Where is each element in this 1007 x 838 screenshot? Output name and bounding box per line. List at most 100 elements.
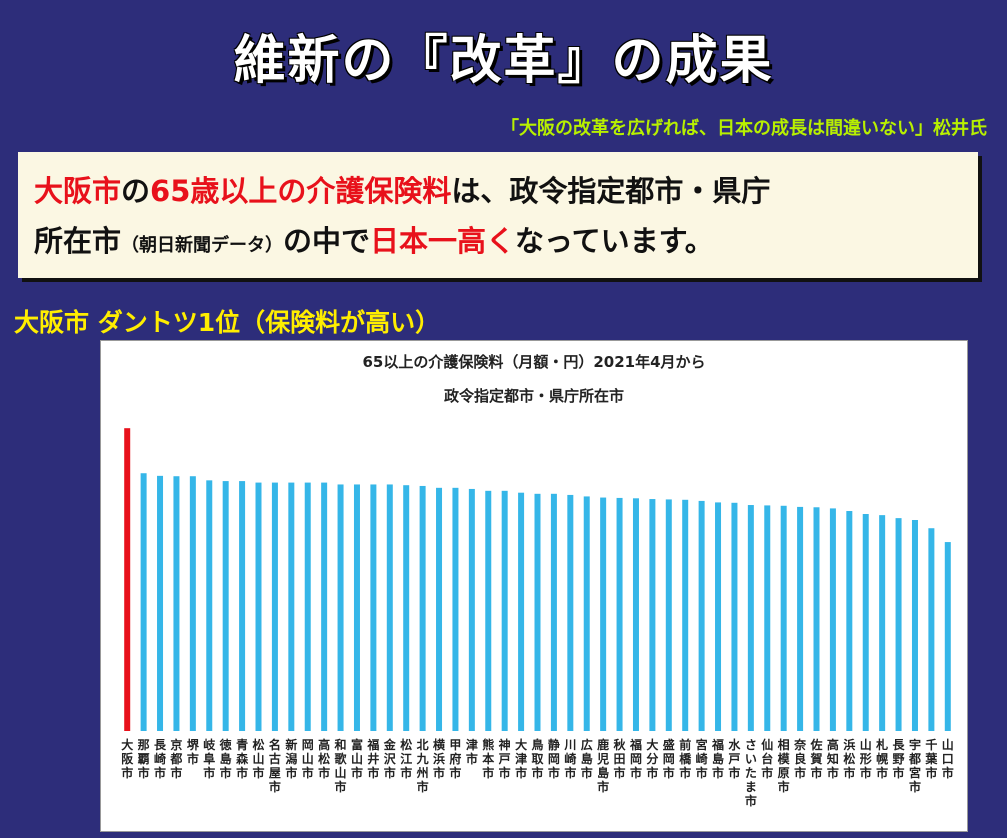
- bar: [698, 500, 705, 731]
- summary-text: の中で: [283, 224, 371, 258]
- summary-text: なっています。: [515, 224, 714, 258]
- x-tick-label: 山形市: [860, 737, 872, 780]
- x-tick-label: 川崎市: [563, 738, 576, 780]
- bar: [649, 499, 656, 731]
- summary-city: 大阪市: [34, 174, 122, 208]
- bar: [682, 499, 689, 731]
- x-tick-label: 甲府市: [449, 738, 461, 780]
- bar: [239, 481, 246, 731]
- summary-topic: 65歳以上の介護保険料: [150, 174, 452, 208]
- bar: [583, 496, 590, 731]
- x-tick-label: 名古屋市: [269, 737, 281, 794]
- x-tick-label: 富山市: [351, 737, 363, 780]
- x-tick-label: 横浜市: [433, 737, 446, 780]
- bar: [353, 484, 360, 731]
- x-tick-label: 札幌市: [875, 737, 888, 780]
- x-tick-label: 水戸市: [728, 737, 741, 780]
- x-tick-label: 新潟市: [285, 737, 297, 780]
- bar: [452, 487, 459, 731]
- quote-text: 「大阪の改革を広げれば、日本の成長は間違いない」松井氏: [501, 118, 987, 139]
- bar: [419, 485, 426, 731]
- x-tick-label: 大津市: [515, 737, 527, 780]
- bar: [747, 505, 754, 731]
- bar: [501, 490, 508, 731]
- bar: [485, 490, 492, 731]
- summary-source: （朝日新聞データ）: [121, 235, 284, 256]
- x-tick-label: 相模原市: [778, 737, 791, 794]
- summary-text: の: [121, 174, 151, 208]
- bar: [222, 481, 229, 731]
- x-tick-label: 山口市: [942, 737, 954, 780]
- bar: [518, 492, 525, 731]
- x-tick-label: 佐賀市: [809, 737, 822, 780]
- bar: [271, 482, 278, 731]
- bar: [436, 487, 443, 731]
- x-tick-label: 奈良市: [793, 737, 807, 780]
- x-tick-label: 宇都宮市: [908, 737, 921, 794]
- bar: [879, 515, 886, 731]
- bar: [632, 498, 639, 731]
- bar: [386, 484, 393, 731]
- bar: [550, 493, 557, 731]
- x-tick-label: 福島市: [711, 737, 724, 780]
- x-tick-label: 岡山市: [302, 738, 314, 780]
- bar: [370, 484, 377, 731]
- bar: [124, 428, 131, 731]
- x-tick-label: 大阪市: [121, 737, 134, 780]
- bar: [862, 514, 869, 731]
- bar: [567, 494, 574, 731]
- bar: [403, 485, 410, 731]
- x-tick-label: 松江市: [400, 737, 412, 780]
- x-tick-label: 神戸市: [499, 737, 511, 780]
- x-tick-label: 和歌山市: [334, 737, 348, 794]
- bar: [911, 519, 918, 731]
- bar: [846, 511, 853, 731]
- bar: [288, 482, 295, 731]
- x-tick-label: 長崎市: [154, 737, 167, 780]
- x-tick-label: 福岡市: [629, 737, 642, 780]
- x-tick-label: 広島市: [581, 737, 593, 780]
- x-tick-label: 金沢市: [383, 737, 397, 780]
- x-tick-label: 千葉市: [924, 737, 938, 780]
- chart-subtitle: 政令指定都市・県庁所在市: [443, 387, 624, 405]
- x-tick-label: 鹿児島市: [596, 737, 609, 794]
- chart-panel: 65以上の介護保険料（月額・円）2021年4月から 政令指定都市・県庁所在市 0…: [100, 340, 968, 832]
- x-tick-label: 那覇市: [138, 738, 150, 780]
- x-tick-label: 前橋市: [679, 737, 692, 780]
- summary-line-2: 所在市（朝日新聞データ）の中で日本一高くなっています。: [34, 216, 962, 271]
- bar: [813, 507, 820, 731]
- bar: [829, 508, 836, 731]
- page-title: 維新の『改革』の成果: [233, 31, 774, 91]
- bar: [944, 542, 951, 731]
- bar: [157, 475, 164, 731]
- x-tick-label: 堺市: [187, 737, 200, 766]
- bar-chart: 0500100015002000250030003500400045005000…: [121, 428, 954, 808]
- x-tick-label: 北九州市: [416, 737, 429, 794]
- x-tick-label: 高松市: [318, 737, 330, 780]
- x-tick-label: 岐阜市: [203, 737, 216, 780]
- x-tick-label: 熊本市: [482, 737, 494, 780]
- summary-highlight: 日本一高く: [370, 224, 516, 258]
- x-tick-label: 静岡市: [548, 737, 560, 780]
- x-tick-label: 仙台市: [761, 737, 773, 780]
- bar: [665, 499, 672, 731]
- bar: [616, 497, 623, 731]
- bar: [780, 505, 787, 731]
- x-tick-label: 盛岡市: [663, 737, 675, 780]
- x-tick-label: 京都市: [169, 737, 182, 780]
- x-tick-label: 高知市: [826, 737, 839, 780]
- bar: [173, 476, 180, 731]
- x-tick-label: 長野市: [893, 737, 906, 780]
- bar: [895, 518, 902, 731]
- bar: [206, 480, 213, 731]
- bar: [715, 502, 722, 731]
- chart-title: 65以上の介護保険料（月額・円）2021年4月から: [362, 353, 706, 371]
- x-tick-label: 徳島市: [219, 737, 232, 780]
- bar: [189, 476, 196, 731]
- x-tick-label: 宮崎市: [696, 737, 708, 780]
- bar: [337, 484, 344, 731]
- bar: [468, 488, 475, 731]
- summary-box: 大阪市の65歳以上の介護保険料は、政令指定都市・県庁 所在市（朝日新聞データ）の…: [18, 152, 978, 278]
- summary-text: は、政令指定都市・県庁: [451, 174, 771, 208]
- bar: [928, 528, 935, 731]
